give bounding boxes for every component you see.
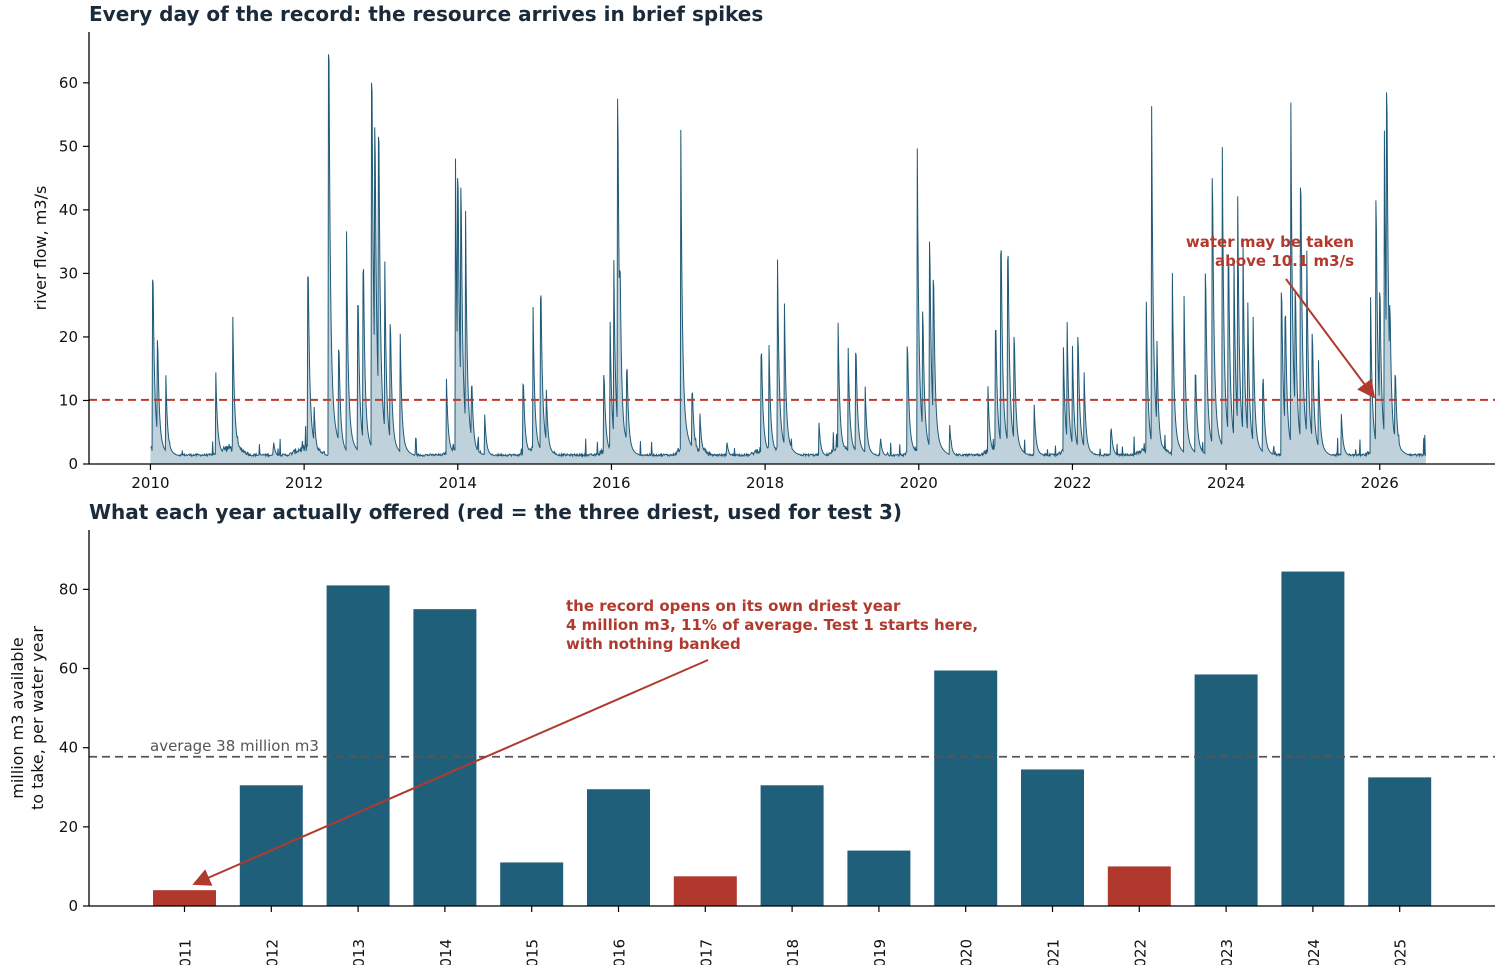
yearly-x-tick-label: 2023 (1218, 939, 1236, 965)
yearly-y-axis-label-line-1: million m3 available (8, 637, 27, 798)
flow-y-tick-label: 50 (59, 137, 78, 155)
bar-year (934, 670, 998, 906)
yearly-y-tick-label: 80 (59, 580, 78, 598)
yearly-x-tick-label: 2013 (350, 939, 368, 965)
yearly-x-tick-label: 2011 (177, 939, 195, 965)
threshold-annotation-line-2: above 10.1 m3/s (1215, 252, 1354, 270)
flow-chart-title: Every day of the record: the resource ar… (89, 2, 763, 26)
flow-y-tick-label: 0 (68, 455, 78, 473)
flow-area (150, 54, 1426, 465)
driest-annotation-line-3: with nothing banked (566, 635, 741, 653)
yearly-y-tick-label: 40 (59, 739, 78, 757)
flow-y-tick-label: 60 (59, 74, 78, 92)
driest-annotation-arrow (192, 659, 709, 886)
yearly-x-tick-label: 2022 (1131, 939, 1149, 965)
flow-x-tick-label: 2012 (285, 474, 323, 492)
flow-y-tick-label: 10 (59, 391, 78, 409)
yearly-x-tick-label: 2014 (437, 939, 455, 965)
flow-y-tick-label: 30 (59, 264, 78, 282)
yearly-x-tick-label: 2012 (263, 939, 281, 965)
flow-y-tick-label: 20 (59, 328, 78, 346)
yearly-panel: What each year actually offered (red = t… (8, 500, 1495, 965)
bar-year (1021, 769, 1084, 906)
flow-y-ticks: 0 10 20 30 40 50 60 (59, 74, 89, 473)
yearly-x-tick-label: 2015 (524, 939, 542, 965)
bar-year (326, 585, 390, 906)
bar-driest-year (153, 890, 216, 906)
yearly-x-tick-label: 2018 (784, 939, 802, 965)
bar-year (500, 862, 564, 906)
flow-x-tick-label: 2014 (439, 474, 477, 492)
yearly-x-tick-label: 2024 (1305, 939, 1323, 965)
threshold-annotation-arrow (1285, 278, 1376, 399)
yearly-y-tick-label: 0 (68, 897, 78, 915)
bar-year (1281, 571, 1345, 906)
yearly-y-axis-label-line-2: to take, per water year (28, 626, 47, 810)
yearly-chart-title: What each year actually offered (red = t… (89, 500, 902, 524)
yearly-x-tick-label: 2020 (958, 939, 976, 965)
bar-year (1368, 777, 1432, 906)
bar-year (587, 789, 650, 906)
flow-x-ticks: 2010 2012 2014 2016 2018 2020 2022 2024 2026 (131, 464, 1399, 492)
flow-x-tick-label: 2020 (900, 474, 938, 492)
yearly-x-tick-label: 2021 (1045, 939, 1063, 965)
bar-driest-year (673, 876, 737, 906)
flow-line (150, 54, 1427, 458)
flow-x-tick-label: 2026 (1361, 474, 1399, 492)
bar-year (239, 785, 303, 906)
flow-x-tick-label: 2022 (1053, 474, 1091, 492)
yearly-x-tick-label: 2019 (871, 939, 889, 965)
threshold-annotation-line-1: water may be taken (1186, 233, 1354, 251)
yearly-x-tick-label: 2016 (611, 939, 629, 965)
flow-x-tick-label: 2010 (131, 474, 169, 492)
yearly-y-tick-label: 60 (59, 660, 78, 678)
flow-y-axis-label: river flow, m3/s (31, 186, 50, 311)
flow-y-tick-label: 40 (59, 201, 78, 219)
yearly-y-ticks: 0 20 40 60 80 (59, 580, 89, 915)
yearly-x-tick-label: 2025 (1392, 939, 1410, 965)
flow-x-tick-label: 2018 (746, 474, 784, 492)
yearly-bars (153, 571, 1432, 906)
bar-year (847, 850, 911, 906)
bar-year (760, 785, 824, 906)
bar-driest-year (1107, 866, 1171, 906)
yearly-x-ticks: 2011 2012 2013 2014 2015 2016 2017 2018 2019 2020… (177, 906, 1410, 965)
flow-x-tick-label: 2024 (1207, 474, 1245, 492)
average-label: average 38 million m3 (150, 737, 319, 755)
driest-annotation-line-2: 4 million m3, 11% of average. Test 1 sta… (566, 616, 978, 634)
bar-year (1194, 674, 1258, 906)
yearly-y-tick-label: 20 (59, 818, 78, 836)
yearly-x-tick-label: 2017 (697, 939, 715, 965)
flow-x-tick-label: 2016 (592, 474, 630, 492)
driest-annotation-line-1: the record opens on its own driest year (566, 597, 901, 615)
flow-panel: Every day of the record: the resource ar… (31, 2, 1495, 492)
